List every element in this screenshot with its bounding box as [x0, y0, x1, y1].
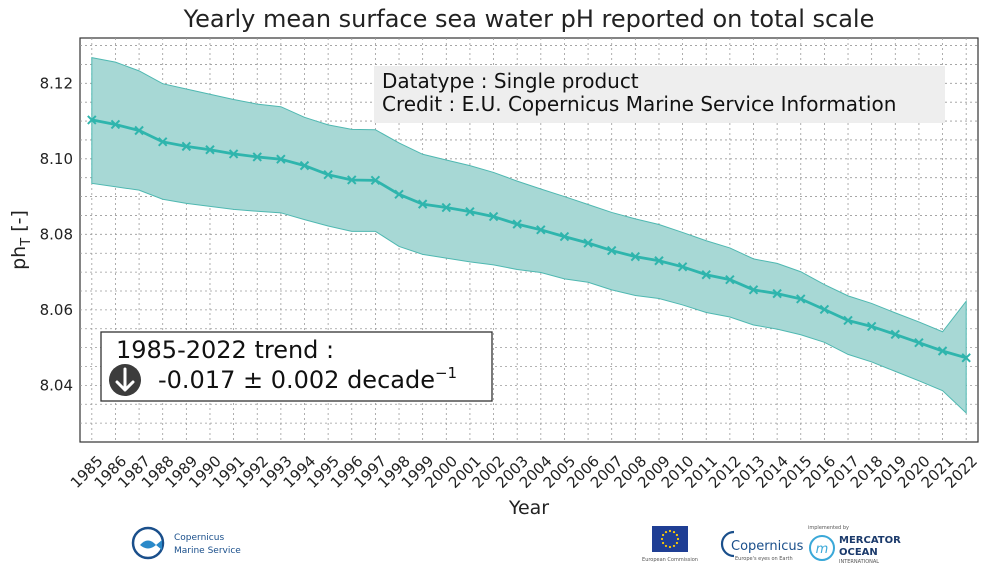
data-point-marker — [725, 274, 735, 285]
eu-star — [664, 544, 668, 548]
implemented-by: implemented by — [808, 525, 849, 531]
series-line — [91, 118, 967, 360]
eu-star — [675, 541, 679, 545]
chart-title: Yearly mean surface sea water pH reporte… — [183, 5, 875, 33]
eu-star — [676, 537, 680, 541]
data-point-marker — [110, 119, 121, 130]
mercator-line-2: OCEAN — [839, 547, 878, 558]
data-point-marker — [252, 152, 262, 162]
data-point-marker — [87, 115, 97, 125]
data-point-marker — [276, 154, 286, 164]
eu-star — [668, 545, 672, 549]
mercator-logo: implemented by m MERCATOR OCEAN INTERNAT… — [808, 525, 901, 565]
uncertainty-band — [91, 57, 967, 415]
data-point-marker — [417, 199, 428, 209]
series-line-layer — [91, 118, 967, 360]
trend-value-superscript: −1 — [435, 364, 457, 382]
arrow-down-icon — [109, 364, 141, 396]
data-point-marker — [583, 238, 593, 248]
data-point-marker — [819, 304, 830, 315]
data-point-marker — [866, 321, 877, 332]
eu-star — [668, 529, 672, 533]
data-point-marker — [961, 353, 971, 363]
y-ticks: 8.04 8.06 8.08 8.10 8.12 — [40, 74, 73, 394]
x-axis-label: Year — [508, 497, 549, 519]
x-ticks: 1985198619871988198919901991199219931994… — [67, 452, 981, 492]
data-point-marker — [914, 337, 924, 348]
copernicus-tagline: Europe's eyes on Earth — [735, 556, 793, 562]
mercator-line-1: MERCATOR — [839, 535, 901, 546]
cmems-ring-icon — [131, 526, 165, 560]
y-axis-label-sub: T — [19, 238, 34, 247]
eu-star — [664, 530, 668, 534]
data-point-marker — [205, 145, 215, 155]
data-point-marker — [158, 137, 168, 147]
svg-text:m: m — [816, 542, 829, 557]
copernicus-arc-icon — [720, 530, 735, 558]
eu-star — [660, 537, 664, 541]
trend-value: -0.017 ± 0.002 decade−1 — [158, 364, 457, 394]
data-point-marker — [394, 189, 404, 200]
copernicus-logo: Copernicus Europe's eyes on Earth — [720, 530, 804, 562]
data-point-marker — [890, 329, 900, 340]
data-point-marker — [228, 149, 239, 159]
y-axis-label-main: ph — [8, 246, 30, 270]
trend-value-text: -0.017 ± 0.002 decade — [158, 366, 435, 394]
y-axis-label: phT [-] — [8, 210, 34, 270]
data-point-marker — [488, 211, 499, 222]
data-point-marker — [134, 125, 144, 136]
eu-star — [661, 533, 665, 537]
data-point-marker — [796, 294, 806, 304]
data-point-marker — [465, 206, 475, 217]
data-point-marker — [772, 288, 782, 299]
mercator-m-icon — [809, 535, 835, 561]
data-point-marker — [677, 262, 688, 272]
data-point-marker — [630, 251, 641, 262]
data-point-marker — [559, 231, 570, 242]
data-point-marker — [937, 346, 948, 356]
eu-flag-logo: European Commission — [642, 526, 698, 563]
y-tick-label: 8.08 — [40, 225, 73, 243]
series-markers — [87, 115, 971, 363]
cmems-line-2: Marine Service — [174, 546, 241, 556]
eu-star — [672, 544, 676, 548]
data-point-marker — [843, 315, 853, 326]
eu-star — [661, 541, 665, 545]
data-point-marker — [181, 141, 192, 152]
annotation-line-1: Datatype : Single product — [382, 69, 639, 93]
y-tick-label: 8.04 — [40, 376, 73, 394]
uncertainty-band-layer — [91, 57, 967, 415]
eu-stars — [660, 529, 680, 549]
data-point-marker — [323, 169, 333, 180]
data-point-marker — [654, 256, 664, 266]
y-tick-label: 8.10 — [40, 150, 73, 168]
fish-icon — [140, 540, 156, 549]
data-point-marker — [441, 202, 451, 213]
cmems-logo: Copernicus Marine Service — [131, 526, 241, 560]
data-point-marker — [347, 175, 357, 185]
data-point-marker — [512, 219, 522, 229]
data-point-marker — [607, 245, 617, 256]
data-point-marker — [370, 175, 381, 186]
data-point-marker — [536, 225, 546, 235]
data-point-marker — [701, 270, 711, 280]
data-point-marker — [299, 160, 310, 171]
annotation-line-2: Credit : E.U. Copernicus Marine Service … — [382, 92, 896, 116]
trend-period-label: 1985-2022 trend : — [116, 336, 334, 364]
eu-caption: European Commission — [642, 557, 698, 563]
mercator-line-3: INTERNATIONAL — [839, 559, 879, 565]
annotation-box — [374, 66, 945, 123]
eu-star — [672, 530, 676, 534]
eu-star — [675, 533, 679, 537]
y-tick-label: 8.12 — [40, 74, 73, 92]
y-tick-label: 8.06 — [40, 301, 73, 319]
trend-box — [100, 331, 493, 402]
cmems-line-1: Copernicus — [174, 533, 224, 543]
y-axis-label-unit: [-] — [8, 210, 30, 238]
data-point-marker — [748, 285, 759, 295]
copernicus-word: Copernicus — [731, 539, 804, 554]
